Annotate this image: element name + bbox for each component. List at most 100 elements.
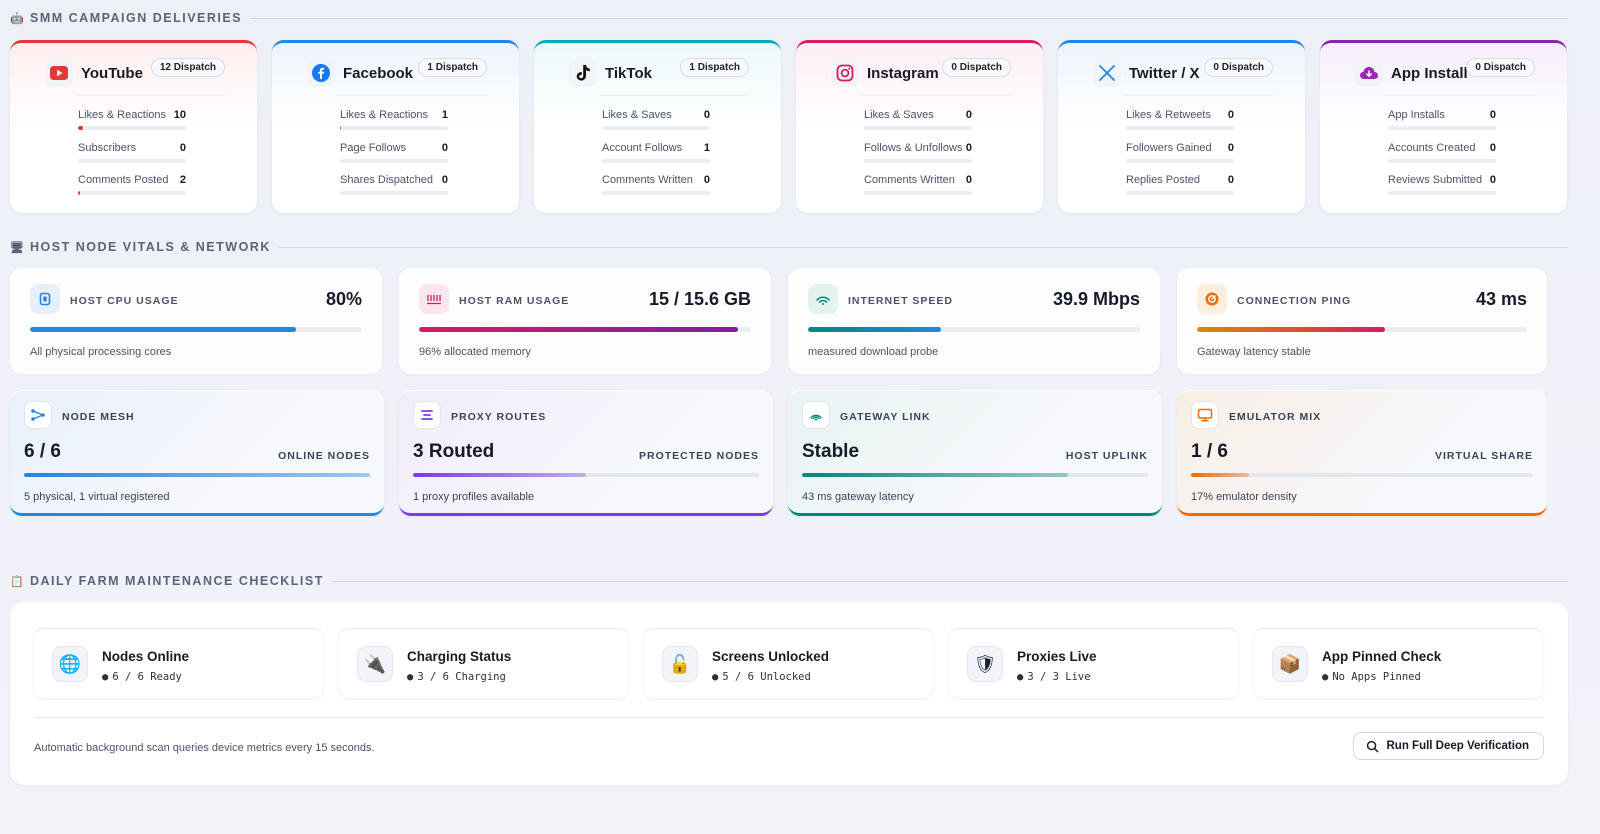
metric-value: 0 (1489, 174, 1496, 186)
metric-label: Shares Dispatched (340, 174, 433, 186)
metric-progress-track (1388, 126, 1496, 130)
dispatch-badge: 1 Dispatch (418, 58, 487, 77)
metric-item: Followers Gained 0 (1126, 142, 1234, 163)
search-icon (1366, 740, 1378, 752)
mesh-caption: 1 proxy profiles available (413, 491, 535, 503)
checklist-status: ● 3 / 3 Live (1017, 671, 1091, 683)
platform-name: Twitter / X (1129, 64, 1200, 82)
checklist-title: Screens Unlocked (712, 649, 830, 664)
vital-progress-track (1197, 327, 1527, 332)
checklist-item-charging-status: 🔌 Charging Status ● 3 / 6 Charging (339, 628, 628, 698)
mesh-label: NODE MESH (62, 411, 135, 423)
youtube-icon (45, 59, 73, 87)
section-divider (250, 17, 1568, 19)
smm-card-row: YouTube 12 Dispatch Likes & Reactions 10 Sub… (10, 40, 1567, 213)
platform-name: TikTok (605, 64, 652, 82)
card-divider (861, 95, 1011, 96)
metric-label: Likes & Retweets (1126, 109, 1211, 121)
metric-item: Shares Dispatched 0 (340, 174, 448, 195)
mesh-card-emulator-mix: EMULATOR MIX 1 / 6 VIRTUAL SHARE 17% emulat… (1177, 390, 1547, 516)
clipboard-icon: 📋 (10, 575, 26, 588)
robot-icon: 🤖 (10, 12, 26, 25)
metric-row: Accounts Created 0 (1388, 142, 1496, 154)
metric-label: Accounts Created (1388, 141, 1476, 154)
mesh-progress-fill (413, 473, 586, 477)
metric-item: Comments Posted 2 (78, 174, 186, 195)
metric-label: Account Follows (602, 141, 683, 154)
section-divider (278, 246, 1568, 248)
metric-row: Likes & Saves 0 (602, 109, 710, 121)
metric-progress-fill (340, 126, 342, 130)
metric-value: 0 (703, 109, 710, 121)
mesh-row: NODE MESH 6 / 6 ONLINE NODES 5 physical, 1 … (10, 390, 1547, 516)
vital-card-host-ram-usage: HOST RAM USAGE 15 / 15.6 GB 96% allocated … (399, 268, 771, 374)
metric-progress-fill (78, 191, 81, 195)
mesh-progress-fill (802, 473, 1069, 477)
mesh-caption-right: PROTECTED NODES (638, 450, 759, 462)
metric-label: Replies Posted (1126, 174, 1200, 186)
metric-value: 0 (179, 141, 186, 154)
checklist-status: ● 6 / 6 Ready (102, 671, 182, 683)
checklist-title: Charging Status (407, 649, 512, 664)
metric-progress-track (78, 158, 186, 163)
metric-label: Likes & Reactions (78, 109, 167, 121)
metric-item: Comments Written 0 (602, 174, 710, 195)
metric-progress-track (340, 158, 448, 163)
metric-row: Likes & Reactions 10 (78, 109, 186, 121)
metric-label: Subscribers (78, 141, 137, 154)
mesh-caption-right: VIRTUAL SHARE (1435, 450, 1533, 462)
platform-card-youtube: YouTube 12 Dispatch Likes & Reactions 10 Sub… (10, 40, 257, 213)
metric-progress-fill (78, 126, 84, 130)
platform-card-app-install: App Install 0 Dispatch App Installs 0 Accoun… (1320, 40, 1567, 213)
metric-progress-track (864, 126, 972, 130)
vitals-section-title: 🖥 HOST NODE VITALS & NETWORK (10, 240, 1568, 254)
checklist-item-app-pinned-check: 📦 App Pinned Check ● No Apps Pinned (1254, 628, 1543, 698)
mesh-card-gateway-link: GATEWAY LINK Stable HOST UPLINK 43 ms gatew… (788, 390, 1162, 516)
instagram-icon (831, 59, 859, 87)
mesh-progress-track (413, 473, 759, 477)
run-deep-verification-button[interactable]: Run Full Deep Verification (1352, 732, 1544, 760)
metric-value: 0 (1489, 109, 1496, 121)
metric-item: Follows & Unfollows 0 (864, 142, 972, 163)
checklist-item-proxies-live: 🛡 Proxies Live ● 3 / 3 Live (949, 628, 1238, 698)
metric-item: Replies Posted 0 (1126, 174, 1234, 195)
mesh-caption: 5 physical, 1 virtual registered (24, 491, 170, 503)
metric-label: Followers Gained (1126, 141, 1212, 154)
platform-name: App Install (1391, 64, 1468, 82)
metric-progress-track (78, 191, 186, 195)
mesh-progress-track (1191, 473, 1533, 477)
metric-row: Account Follows 1 (602, 142, 710, 154)
metric-value: 0 (965, 174, 972, 186)
mesh-label: GATEWAY LINK (840, 411, 931, 423)
desktop-icon: 🖥 (10, 241, 26, 254)
metric-item: Comments Written 0 (864, 174, 972, 195)
metric-progress-track (78, 126, 186, 130)
share-nodes-icon (24, 401, 52, 429)
smm-section-title: 🤖 SMM CAMPAIGN DELIVERIES (10, 11, 1568, 25)
mesh-value: 3 Routed (413, 441, 495, 462)
status-dot-icon: ● (102, 671, 109, 683)
metric-progress-track (1388, 158, 1496, 163)
metric-item: Likes & Saves 0 (864, 109, 972, 130)
metric-item: Reviews Submitted 0 (1388, 174, 1496, 195)
metric-row: Shares Dispatched 0 (340, 174, 448, 186)
vital-label: HOST RAM USAGE (459, 295, 570, 307)
mesh-progress-fill (1191, 473, 1250, 477)
globe-icon: 🌐 (52, 646, 88, 682)
metric-progress-track (340, 126, 448, 130)
metric-row: Likes & Retweets 0 (1126, 109, 1234, 121)
metric-row: Subscribers 0 (78, 142, 186, 154)
vital-progress-track (30, 327, 362, 332)
section-divider (331, 580, 1568, 582)
metric-row: Follows & Unfollows 0 (864, 142, 972, 154)
checklist-status: ● 3 / 6 Charging (407, 671, 506, 683)
checklist-status-text: 5 / 6 Unlocked (722, 671, 811, 683)
status-dot-icon: ● (1017, 671, 1024, 683)
metric-row: Page Follows 0 (340, 142, 448, 154)
mesh-value: 1 / 6 (1191, 441, 1228, 462)
platform-header: App Install 0 Dispatch (1355, 58, 1535, 87)
metric-row: Comments Written 0 (864, 174, 972, 186)
mesh-caption-right: ONLINE NODES (278, 450, 370, 462)
facebook-icon (307, 59, 335, 87)
